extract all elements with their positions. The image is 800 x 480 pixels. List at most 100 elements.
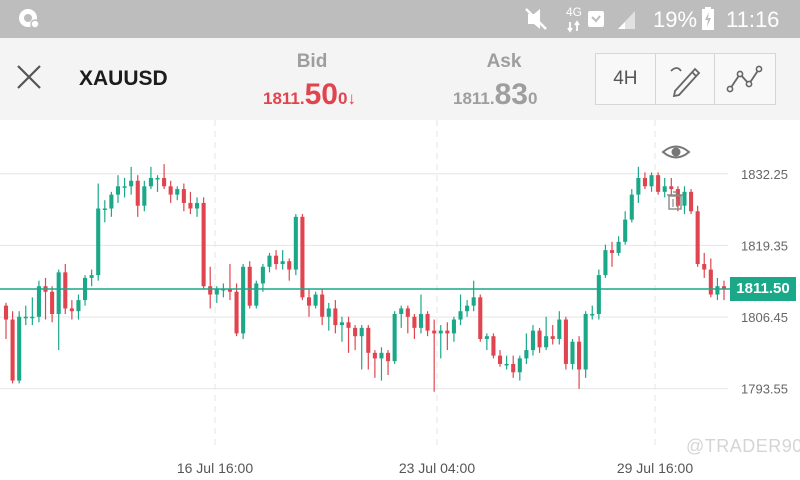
candle-body [537, 330, 542, 348]
x-tick-label: 23 Jul 04:00 [399, 460, 475, 476]
candle-body [135, 180, 140, 206]
network-4g-icon [567, 20, 580, 33]
candle-body [320, 294, 325, 317]
message-icon [588, 11, 604, 27]
candle-body [69, 308, 74, 312]
candle-body [715, 286, 720, 295]
candle-body [577, 341, 582, 370]
candle-body [432, 330, 437, 334]
candle-body [227, 289, 233, 292]
candle-body [30, 316, 35, 319]
candle-body [484, 336, 489, 339]
candle-body [445, 330, 450, 334]
ask-price-fraction: 0 [527, 89, 538, 108]
ask-price[interactable]: 1811.830 [453, 78, 537, 112]
candle-body [609, 250, 615, 253]
candle-body [425, 313, 430, 331]
candle-body [56, 272, 61, 314]
candle-body [557, 319, 562, 339]
ask-price-pips: 83 [494, 78, 528, 111]
candle-body [194, 202, 200, 209]
price-chart[interactable]: 1832.25 1819.35 1806.45 1793.55 16 Jul 16:00… [0, 120, 800, 480]
candle-body [662, 186, 667, 192]
drawing-tools-icon [670, 67, 701, 97]
candle-body [247, 266, 252, 306]
candle-body [241, 266, 246, 334]
candle-body [603, 250, 608, 276]
candle-body [544, 336, 549, 348]
candle-body [491, 336, 496, 356]
candle-body [339, 322, 344, 326]
candle-body [399, 308, 404, 314]
battery-charging-icon [702, 7, 714, 30]
y-tick-label: 1806.45 [741, 310, 788, 325]
candle-body [636, 177, 641, 195]
y-tick-label: 1819.35 [741, 238, 788, 253]
candle-body [254, 283, 259, 306]
watermark: @TRADER90 [686, 436, 800, 456]
candle-body [333, 308, 338, 326]
indicators-button[interactable] [715, 54, 775, 104]
candle-body [386, 352, 391, 362]
network-4g-label: 4G [566, 5, 583, 19]
candle-body [129, 180, 134, 187]
candle-body [366, 327, 371, 353]
candle-body [359, 327, 364, 337]
candle-body [695, 211, 700, 265]
candle-body [418, 313, 424, 328]
candle-body [214, 289, 219, 295]
candle-body [616, 241, 621, 253]
candle-body [721, 286, 727, 289]
candle-body [148, 177, 153, 187]
candle-body [524, 350, 529, 359]
candle-body [451, 319, 456, 334]
candle-body [76, 300, 81, 312]
price-down-arrow-icon: ↓ [347, 89, 356, 108]
candle-body [471, 297, 476, 306]
clock: 11:16 [726, 7, 780, 32]
candle-body [497, 355, 503, 364]
candle-body [109, 194, 114, 209]
candle-body [405, 308, 410, 317]
candle-body [372, 352, 377, 359]
candle-body [583, 313, 588, 370]
candle-body [438, 330, 443, 334]
candle-body [260, 266, 265, 284]
instrument-header: XAUUSD Bid 1811.500↓ Ask 1811.830 4H [0, 38, 800, 120]
candle-body [306, 297, 312, 306]
candle-body [629, 194, 634, 220]
candle-body [3, 305, 9, 320]
ask-price-prefix: 1811. [453, 89, 495, 108]
candle-body [530, 330, 536, 351]
current-price-tag: 1811.50 [730, 277, 796, 301]
eye-icon[interactable] [660, 140, 692, 164]
candle-body [201, 202, 206, 287]
y-tick-label: 1832.25 [741, 167, 788, 182]
candle-body [142, 186, 147, 206]
candle-body [504, 363, 509, 366]
drawing-tools-button[interactable] [656, 54, 716, 104]
candle-body [234, 291, 239, 334]
timeframe-button[interactable]: 4H [596, 54, 656, 104]
timeframe-label: 4H [613, 68, 638, 89]
instrument-symbol[interactable]: XAUUSD [79, 67, 168, 90]
bid-label: Bid [296, 51, 328, 72]
candle-body [115, 186, 121, 195]
candle-body [168, 186, 173, 195]
x-tick-label: 29 Jul 16:00 [617, 460, 693, 476]
candle-body [36, 286, 41, 317]
bid-price[interactable]: 1811.500↓ [263, 78, 356, 112]
candle-body [346, 322, 351, 328]
candle-body [649, 175, 654, 187]
candle-body [326, 308, 331, 317]
candle-body [669, 186, 674, 190]
close-icon[interactable] [12, 60, 46, 94]
candle-body [682, 191, 687, 206]
trash-icon[interactable] [667, 191, 683, 210]
candle-body [122, 186, 127, 188]
candlestick-chart[interactable]: 1832.25 1819.35 1806.45 1793.55 16 Jul 16:00… [0, 120, 800, 480]
candle-body [642, 177, 647, 187]
candle-body [675, 189, 680, 206]
y-tick-label: 1793.55 [741, 382, 788, 397]
indicators-icon [726, 65, 763, 93]
